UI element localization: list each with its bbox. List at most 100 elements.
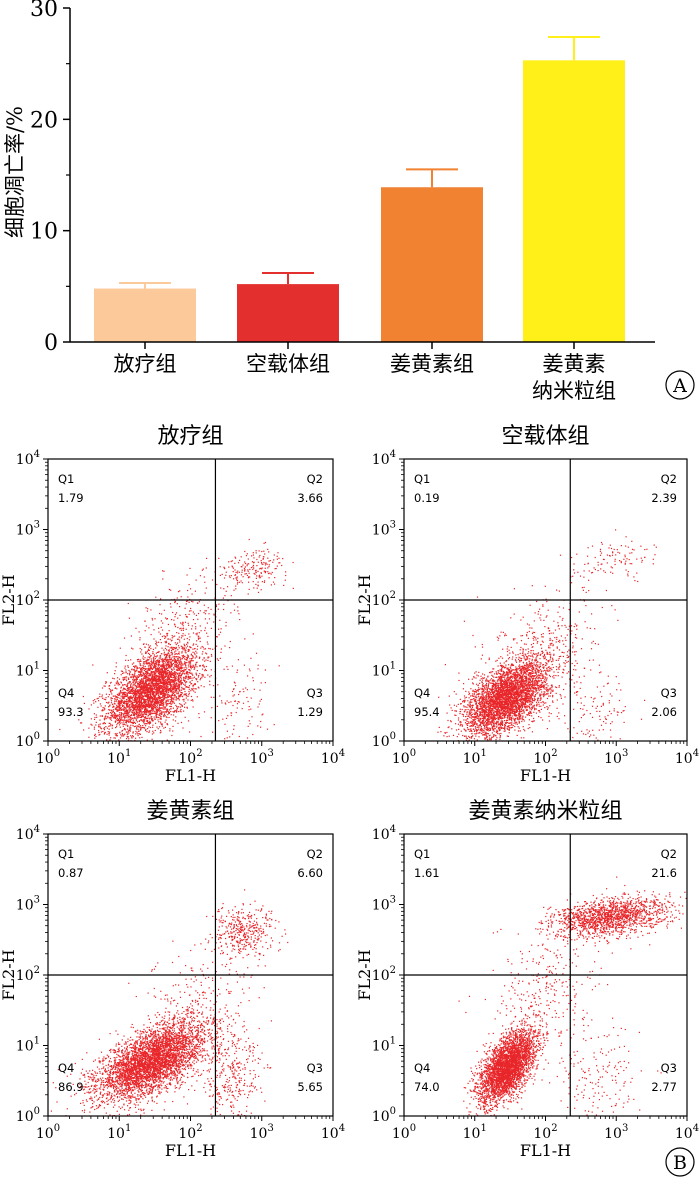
scatter-point — [160, 722, 161, 723]
scatter-point — [236, 712, 237, 713]
scatter-point — [125, 679, 126, 680]
scatter-point — [98, 734, 99, 735]
scatter-point — [182, 673, 183, 674]
scatter-point — [108, 726, 109, 727]
scatter-point — [153, 657, 154, 658]
scatter-point — [114, 712, 115, 713]
scatter-point — [163, 715, 164, 716]
scatter-point — [118, 695, 119, 696]
scatter-point — [152, 700, 153, 701]
scatter-point — [484, 739, 485, 740]
scatter-point — [139, 639, 140, 640]
scatter-point — [121, 674, 122, 675]
scatter-point — [104, 718, 105, 719]
scatter-point — [253, 555, 254, 556]
scatter-point — [147, 690, 148, 691]
scatter-point — [268, 566, 269, 567]
scatter-point — [253, 552, 254, 553]
scatter-point — [148, 700, 149, 701]
scatter-point — [167, 683, 168, 684]
scatter-point — [146, 607, 147, 608]
scatter-point — [159, 687, 160, 688]
scatter-point — [94, 717, 95, 718]
scatter-point — [202, 570, 203, 571]
scatter-point — [191, 673, 192, 674]
scatter-point — [160, 668, 161, 669]
scatter-point — [171, 706, 172, 707]
scatter-point — [251, 716, 252, 717]
scatter-point — [143, 721, 144, 722]
scatter-point — [197, 670, 198, 671]
scatter-point — [146, 675, 147, 676]
scatter-point — [263, 559, 264, 560]
scatter-point — [166, 701, 167, 702]
scatter-point — [160, 657, 161, 658]
scatter-point — [144, 723, 145, 724]
scatter-point — [84, 703, 85, 704]
scatter-point — [466, 707, 467, 708]
scatter-point — [555, 675, 556, 676]
scatter-point — [171, 652, 172, 653]
scatter-point — [132, 693, 133, 694]
scatter-point — [147, 608, 148, 609]
scatter-point — [248, 701, 249, 702]
scatter-point — [198, 713, 199, 714]
scatter-point — [198, 613, 199, 614]
scatter-point — [180, 664, 181, 665]
scatter-point — [104, 729, 105, 730]
scatter-point — [160, 732, 161, 733]
scatter-point — [119, 684, 120, 685]
scatter-point — [277, 552, 278, 553]
scatter-point — [176, 712, 177, 713]
scatter-point — [150, 704, 151, 705]
scatter-point — [182, 727, 183, 728]
scatter-point — [258, 582, 259, 583]
scatter-point — [130, 687, 131, 688]
scatter-point — [173, 649, 174, 650]
scatter-point — [235, 574, 236, 575]
scatter-point — [180, 683, 181, 684]
scatter-point — [149, 675, 150, 676]
scatter-point — [159, 706, 160, 707]
scatter-point — [146, 692, 147, 693]
scatter-point — [223, 609, 224, 610]
scatter-point — [227, 731, 228, 732]
scatter-point — [136, 727, 137, 728]
scatter-point — [248, 726, 249, 727]
scatter-point — [186, 668, 187, 669]
scatter-point — [123, 724, 124, 725]
scatter-point — [165, 676, 166, 677]
scatter-point — [59, 729, 60, 730]
scatter-point — [179, 628, 180, 629]
scatter-point — [271, 584, 272, 585]
scatter-point — [152, 692, 153, 693]
scatter-point — [94, 729, 95, 730]
scatter-point — [152, 698, 153, 699]
scatter-point — [535, 657, 536, 658]
scatter-point — [149, 710, 150, 711]
scatter-point — [268, 551, 269, 552]
scatter-point — [224, 724, 225, 725]
scatter-point — [135, 671, 136, 672]
scatter-point — [132, 664, 133, 665]
scatter-point — [151, 634, 152, 635]
scatter-point — [116, 696, 117, 697]
scatter-point — [162, 630, 163, 631]
scatter-point — [257, 725, 258, 726]
scatter-point — [128, 679, 129, 680]
scatter-point — [175, 642, 176, 643]
scatter-point — [114, 685, 115, 686]
scatter-point — [543, 636, 544, 637]
scatter-point — [149, 692, 150, 693]
scatter-point — [128, 719, 129, 720]
scatter-point — [160, 685, 161, 686]
scatter-point — [243, 576, 244, 577]
scatter-point — [149, 685, 150, 686]
scatter-point — [120, 687, 121, 688]
scatter-point — [176, 710, 177, 711]
scatter-point — [151, 685, 152, 686]
scatter-point — [186, 660, 187, 661]
scatter-point — [172, 694, 173, 695]
scatter-point — [139, 724, 140, 725]
scatter-point — [162, 672, 163, 673]
